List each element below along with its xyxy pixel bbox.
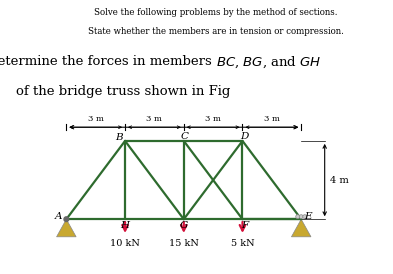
Text: 3 m: 3 m — [147, 115, 162, 123]
Text: B: B — [115, 133, 123, 142]
Circle shape — [299, 215, 303, 219]
Text: 3 m: 3 m — [264, 115, 280, 123]
Text: H: H — [121, 221, 130, 230]
Circle shape — [296, 215, 299, 219]
Text: C: C — [181, 133, 189, 141]
Text: 15 kN: 15 kN — [169, 239, 199, 248]
Text: $BC$, $BG$, and $GH$: $BC$, $BG$, and $GH$ — [216, 55, 322, 70]
Circle shape — [303, 215, 307, 219]
Text: State whether the members are in tension or compression.: State whether the members are in tension… — [88, 27, 344, 36]
Polygon shape — [57, 219, 76, 237]
Text: G: G — [180, 221, 188, 230]
Text: Determine the forces in members: Determine the forces in members — [0, 55, 216, 68]
Text: E: E — [304, 212, 312, 221]
Text: Solve the following problems by the method of sections.: Solve the following problems by the meth… — [94, 8, 338, 17]
Text: 3 m: 3 m — [88, 115, 104, 123]
Text: 3 m: 3 m — [205, 115, 221, 123]
Text: 10 kN: 10 kN — [110, 239, 140, 248]
Polygon shape — [292, 219, 311, 237]
Circle shape — [64, 217, 69, 222]
Text: F: F — [241, 221, 248, 230]
Text: A: A — [55, 212, 62, 221]
Text: of the bridge truss shown in Fig: of the bridge truss shown in Fig — [16, 85, 230, 98]
Text: 4 m: 4 m — [330, 176, 348, 185]
Text: 5 kN: 5 kN — [231, 239, 254, 248]
Text: D: D — [241, 133, 249, 141]
